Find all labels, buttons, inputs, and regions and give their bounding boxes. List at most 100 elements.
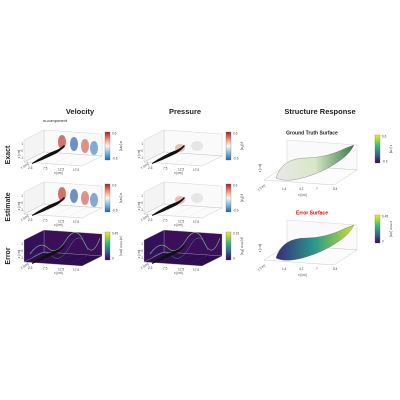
x-tick-label: 12.5 [178, 267, 184, 271]
x-tick-label: 17.5 [193, 268, 199, 272]
z-tick-label: 0 [21, 149, 23, 153]
axis-label: z [cm] [258, 244, 262, 253]
colorbar-tick: 0 [112, 256, 114, 260]
axis-label: z [cm] [137, 202, 141, 211]
surface [275, 224, 355, 261]
z-tick-label: 0 [141, 249, 143, 253]
row-label: Error [5, 247, 12, 264]
axis-label: x [cm] [54, 171, 63, 175]
colorbar-tick: 0.6 [233, 183, 238, 187]
x-tick-label: 2.5 [28, 218, 33, 222]
x-tick-label: 7.5 [43, 167, 48, 171]
panel-title: Ground Truth Surface [286, 130, 338, 136]
grid-line [38, 252, 59, 264]
flow-blob [70, 189, 78, 203]
colorbar-tick: 0.6 [112, 131, 117, 135]
axis-label: x [cm] [54, 223, 63, 227]
x-tick-label: 8.4 [333, 267, 338, 271]
z-tick-label: -1 [140, 208, 143, 212]
x-tick-label: 7.5 [163, 167, 168, 171]
x-tick-label: 12.5 [58, 167, 64, 171]
x-tick-label: 17.5 [73, 268, 79, 272]
panel-title: Error Surface [296, 210, 328, 216]
colorbar-label: |w| error [m/s] [119, 236, 123, 255]
axis-label: y [cm] [140, 214, 149, 222]
z-tick-label: 1 [141, 194, 143, 198]
flow-blob [191, 141, 203, 151]
body [32, 245, 65, 264]
colorbar-tick: -0.6 [112, 208, 118, 212]
x-tick-label: 2.5 [148, 266, 153, 270]
x-tick-label: 7.5 [163, 267, 168, 271]
row-label: Estimate [5, 192, 12, 221]
colorbar-tick: 0.45 [112, 231, 118, 235]
colorbar [104, 183, 111, 213]
colorbar-tick: -0.6 [233, 208, 239, 212]
colorbar-label: p [Pa] [240, 194, 244, 202]
z-tick-label: -1 [20, 156, 23, 160]
body [32, 197, 65, 216]
z-tick-label: 1 [21, 142, 23, 146]
axis-label: y [cm] [140, 162, 149, 170]
z-tick-label: -1 [140, 156, 143, 160]
grid-line [38, 152, 59, 164]
z-tick-label: -1 [20, 256, 23, 260]
error-trace [29, 232, 101, 255]
x-tick-label: 7.5 [43, 267, 48, 271]
subtitle: w-component [43, 118, 68, 123]
grid-line [52, 205, 74, 217]
axis-label: z [cm] [258, 164, 262, 173]
z-tick-label: 1 [21, 242, 23, 246]
x-tick-label: 7 [316, 187, 318, 191]
x-tick-label: 2.5 [28, 166, 33, 170]
grid-line [38, 204, 59, 216]
body [152, 145, 185, 164]
colorbar-tick: 0 [233, 256, 235, 260]
colorbar [225, 183, 232, 213]
x-tick-label: 12.5 [58, 219, 64, 223]
z-tick-label: 0 [141, 149, 143, 153]
z-tick-label: -1 [140, 256, 143, 260]
colorbar [374, 134, 381, 164]
colorbar-label: p [Pa] [240, 142, 244, 150]
axis-label: z [cm] [137, 250, 141, 259]
x-tick-label: 2.5 [148, 218, 153, 222]
flow-blob [70, 137, 78, 151]
colorbar-label: z [cm] [389, 145, 393, 154]
grid-line [67, 206, 88, 218]
column-title: Velocity [66, 107, 95, 116]
z-tick-label: -1 [20, 208, 23, 212]
colorbar-tick: -0.6 [233, 156, 239, 160]
grid-line [172, 153, 194, 165]
axis-label: x [cm] [298, 193, 307, 197]
axis-label: x [cm] [174, 271, 183, 275]
body [152, 245, 185, 264]
error-trace [31, 237, 89, 259]
axis-label: z [cm] [137, 150, 141, 159]
axis-label: x [cm] [298, 273, 307, 277]
z-tick-label: 1 [21, 194, 23, 198]
x-tick-label: 7 [316, 267, 318, 271]
body [152, 197, 185, 216]
axis-label: x [cm] [54, 271, 63, 275]
flow-blob [81, 139, 89, 153]
grid-line [172, 253, 194, 265]
axis-label: y [cm] [257, 263, 266, 271]
grid-line [187, 254, 208, 266]
colorbar-label: |p| error [Pa] [240, 237, 244, 255]
colorbar [104, 231, 111, 261]
axis-label: z [cm] [17, 250, 21, 259]
colorbar-label: w [m/s] [119, 193, 123, 203]
z-tick-label: 1 [141, 242, 143, 246]
colorbar-tick: -0.6 [112, 156, 118, 160]
grid-line [158, 152, 179, 164]
grid-line [187, 154, 208, 166]
x-tick-label: 4.2 [299, 267, 304, 271]
grid-line [158, 204, 179, 216]
x-tick-label: 17.5 [73, 168, 79, 172]
row-label: Exact [5, 145, 12, 164]
colorbar-tick: 0.6 [382, 134, 387, 138]
x-tick-label: 4.2 [299, 187, 304, 191]
x-tick-label: 12.5 [178, 219, 184, 223]
